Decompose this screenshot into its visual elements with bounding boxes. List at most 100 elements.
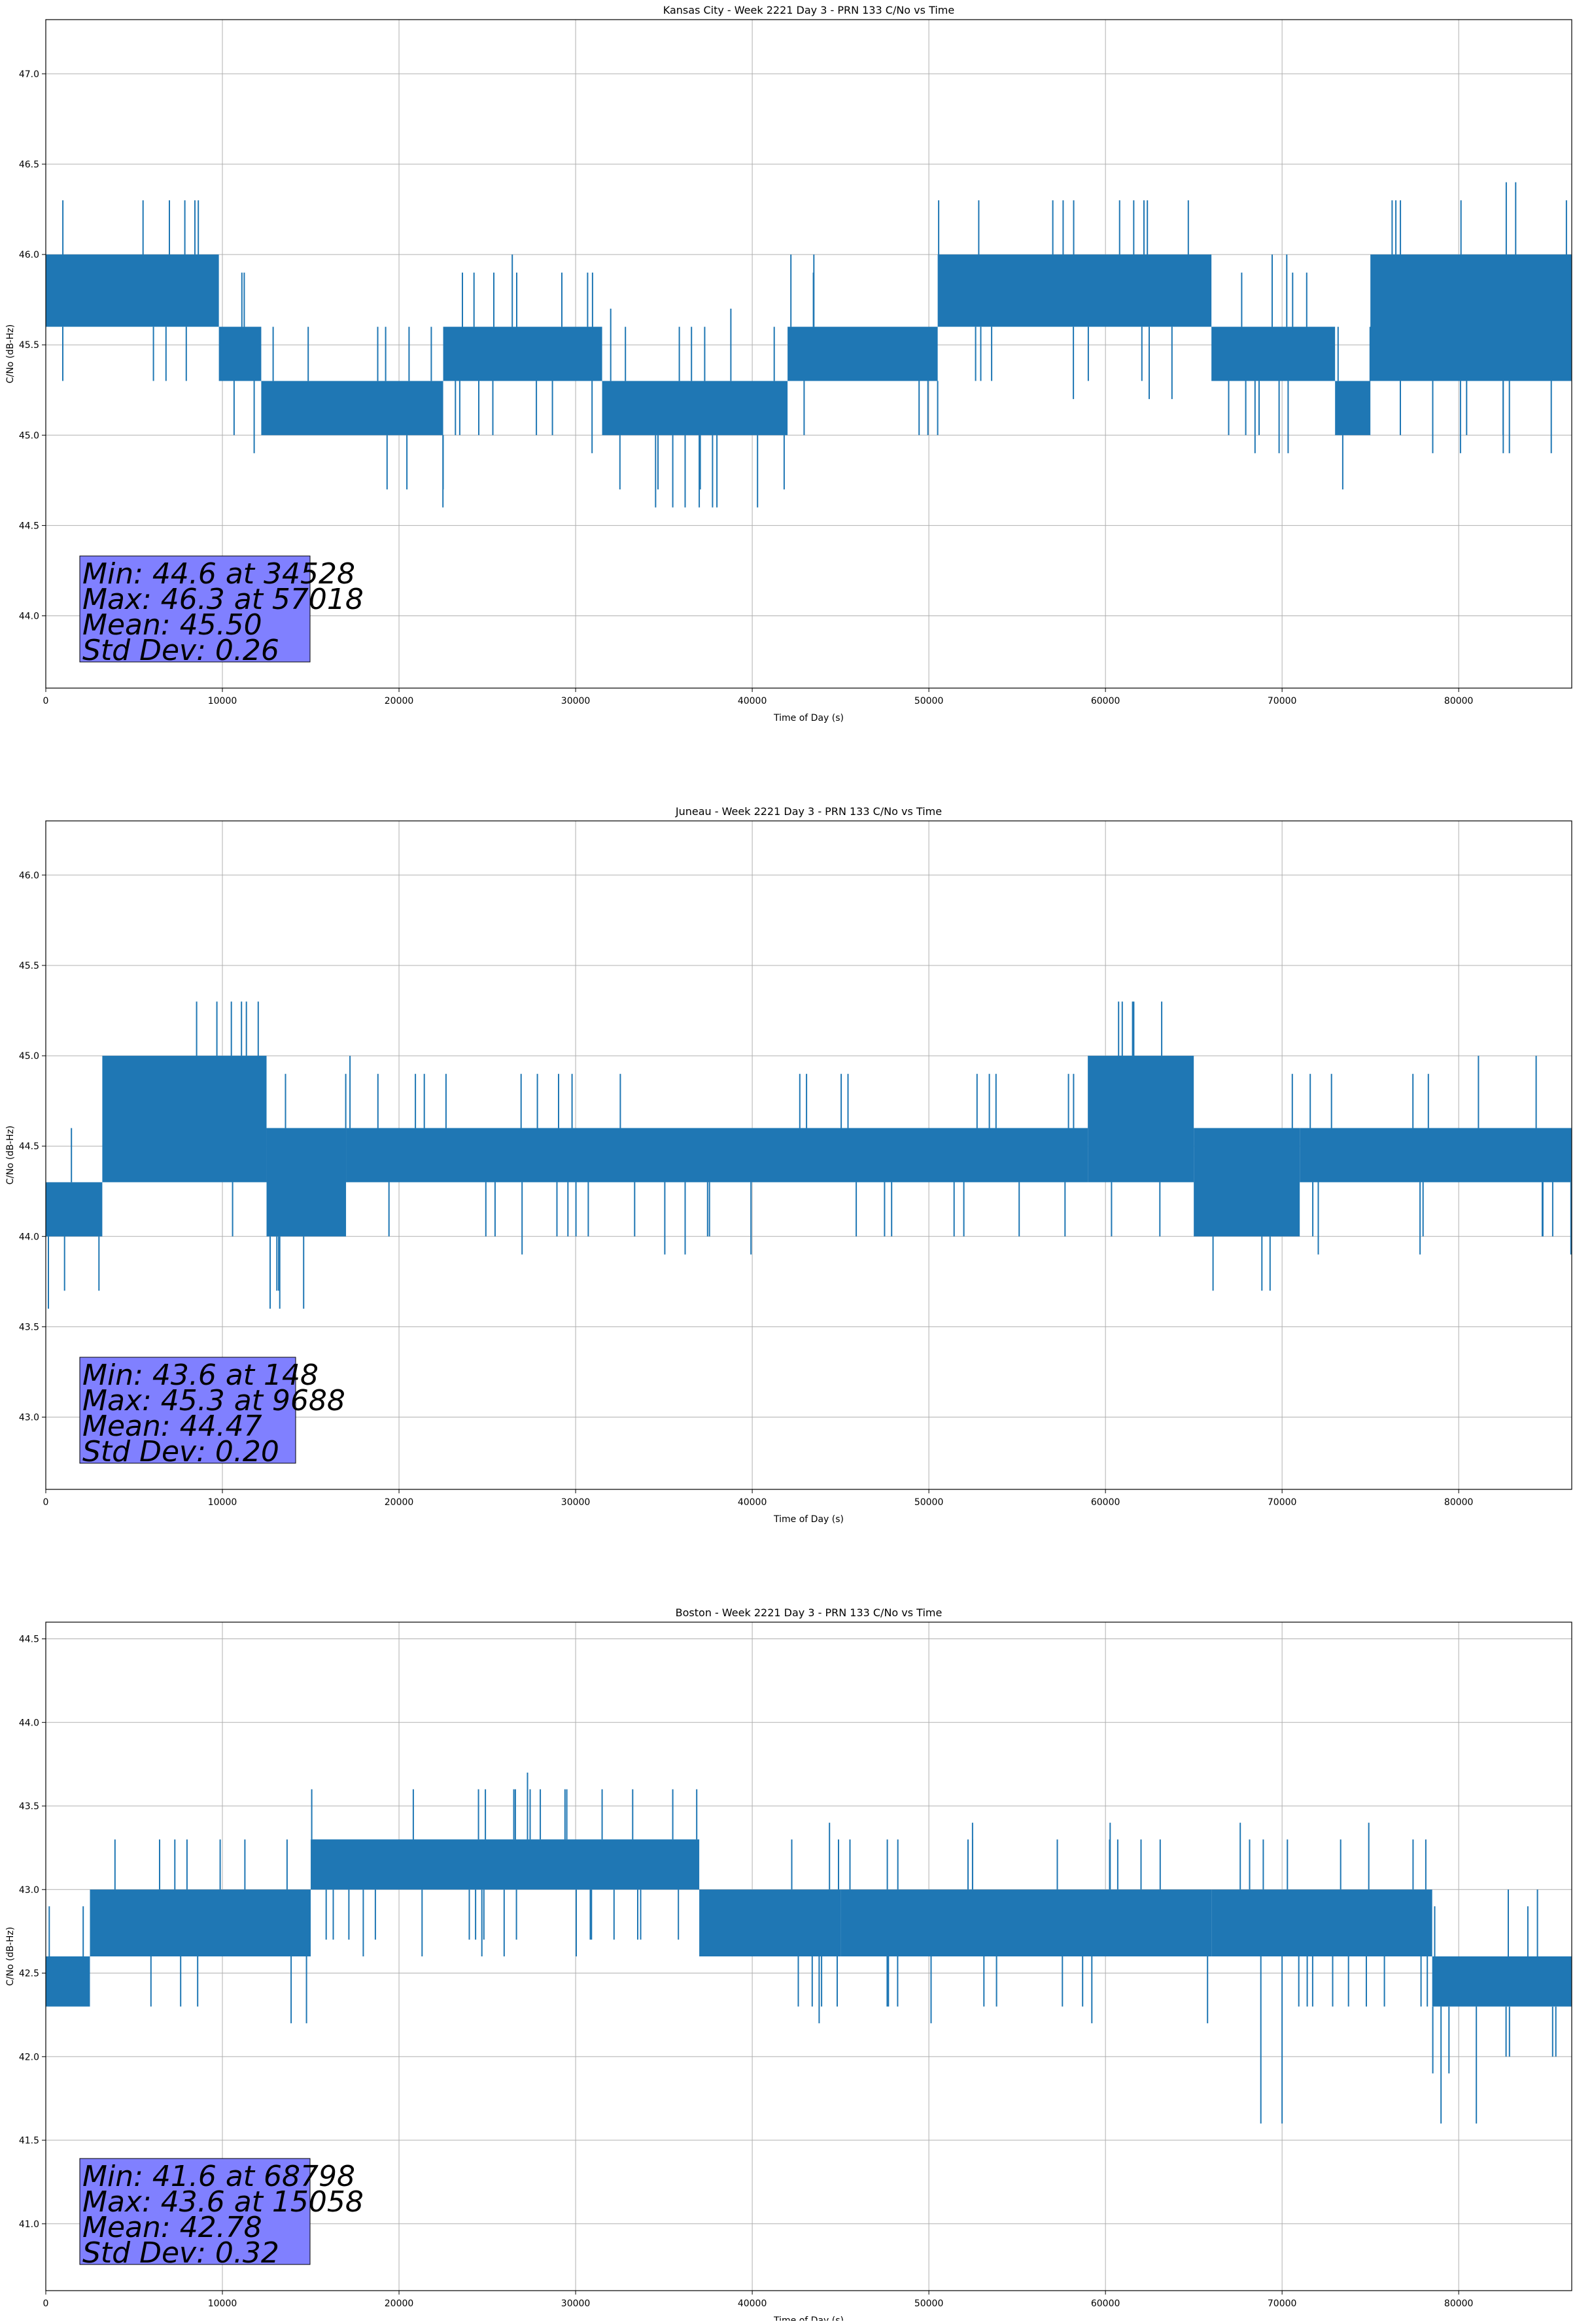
x-tick-label: 80000 xyxy=(1444,696,1474,706)
stats-box xyxy=(79,1357,296,1464)
data-band xyxy=(1335,381,1371,436)
y-tick-label: 46.0 xyxy=(19,250,39,260)
y-tick-label: 45.0 xyxy=(19,430,39,441)
y-tick-label: 44.5 xyxy=(19,521,39,531)
x-axis-label: Time of Day (s) xyxy=(773,2315,844,2321)
data-series xyxy=(46,182,1572,508)
x-tick-label: 60000 xyxy=(1091,2298,1120,2309)
x-tick-label: 20000 xyxy=(385,1497,414,1508)
y-tick-label: 44.0 xyxy=(19,1232,39,1242)
y-tick-label: 44.0 xyxy=(19,1718,39,1728)
stats-mean: Mean: 45.50 xyxy=(82,608,262,642)
data-band xyxy=(46,1182,103,1237)
y-tick-label: 43.0 xyxy=(19,1413,39,1423)
stats-max: Max: 46.3 at 57018 xyxy=(82,583,364,616)
x-tick-label: 80000 xyxy=(1444,1497,1474,1508)
data-band xyxy=(1432,1956,1572,2007)
y-tick-label: 45.0 xyxy=(19,1051,39,1062)
chart-panel-2: Juneau - Week 2221 Day 3 - PRN 133 C/No … xyxy=(5,805,1572,1525)
data-band xyxy=(840,1889,1212,1956)
y-tick-label: 42.0 xyxy=(19,2052,39,2062)
data-band xyxy=(261,381,443,436)
chart-title: Kansas City - Week 2221 Day 3 - PRN 133 … xyxy=(663,4,954,16)
chart-title: Juneau - Week 2221 Day 3 - PRN 133 C/No … xyxy=(675,805,942,818)
x-tick-label: 30000 xyxy=(561,1497,591,1508)
x-tick-label: 20000 xyxy=(385,696,414,706)
data-band xyxy=(266,1128,347,1237)
chart-panel-3: Boston - Week 2221 Day 3 - PRN 133 C/No … xyxy=(5,1606,1572,2324)
data-band xyxy=(602,381,788,436)
y-tick-label: 43.5 xyxy=(19,1801,39,1812)
data-band xyxy=(46,1956,90,2007)
data-band xyxy=(699,1889,841,1956)
x-tick-label: 20000 xyxy=(385,2298,414,2309)
data-band xyxy=(90,1889,311,1956)
stats-std: Std Dev: 0.32 xyxy=(82,2236,279,2270)
stats-max: Max: 43.6 at 15058 xyxy=(82,2185,364,2219)
data-band xyxy=(1300,1128,1572,1183)
y-axis-label: C/No (dB-Hz) xyxy=(5,324,16,383)
x-tick-label: 10000 xyxy=(208,696,237,706)
y-tick-label: 44.0 xyxy=(19,612,39,622)
y-tick-label: 41.5 xyxy=(19,2136,39,2146)
y-tick-label: 41.0 xyxy=(19,2219,39,2230)
x-tick-label: 70000 xyxy=(1268,696,1297,706)
data-band xyxy=(1211,1889,1432,1956)
data-series xyxy=(46,1773,1572,2124)
x-tick-label: 10000 xyxy=(208,1497,237,1508)
plot-frame xyxy=(45,1622,1572,2291)
x-tick-label: 10000 xyxy=(208,2298,237,2309)
x-tick-label: 0 xyxy=(43,1497,49,1508)
x-tick-label: 40000 xyxy=(738,1497,767,1508)
data-band xyxy=(218,326,262,381)
data-band xyxy=(102,1056,267,1183)
x-tick-label: 70000 xyxy=(1268,2298,1297,2309)
chart-title: Boston - Week 2221 Day 3 - PRN 133 C/No … xyxy=(676,1606,943,1619)
y-axis-label: C/No (dB-Hz) xyxy=(5,1126,16,1185)
x-tick-label: 80000 xyxy=(1444,2298,1474,2309)
stats-min: Min: 43.6 at 148 xyxy=(82,1359,319,1392)
stats-box xyxy=(79,555,311,663)
x-tick-label: 50000 xyxy=(914,696,944,706)
y-tick-label: 47.0 xyxy=(19,69,39,80)
data-band xyxy=(937,254,1212,327)
x-tick-label: 40000 xyxy=(738,2298,767,2309)
y-tick-label: 46.5 xyxy=(19,160,39,170)
data-band xyxy=(1370,254,1572,381)
x-axis-label: Time of Day (s) xyxy=(773,713,844,723)
data-band xyxy=(1194,1128,1300,1237)
data-band xyxy=(443,326,602,381)
data-band xyxy=(1088,1056,1194,1183)
x-tick-label: 70000 xyxy=(1268,1497,1297,1508)
stats-mean: Mean: 44.47 xyxy=(82,1410,262,1443)
stats-std: Std Dev: 0.26 xyxy=(82,634,279,667)
x-tick-label: 30000 xyxy=(561,696,591,706)
x-tick-label: 0 xyxy=(43,696,49,706)
stats-min: Min: 41.6 at 68798 xyxy=(82,2160,355,2193)
stats-std: Std Dev: 0.20 xyxy=(82,1435,279,1468)
x-tick-label: 40000 xyxy=(738,696,767,706)
x-tick-label: 0 xyxy=(43,2298,49,2309)
y-axis-label: C/No (dB-Hz) xyxy=(5,1927,16,1986)
data-band xyxy=(788,326,938,381)
stats-mean: Mean: 42.78 xyxy=(82,2211,262,2244)
stats-box xyxy=(79,2158,311,2265)
y-tick-label: 43.5 xyxy=(19,1322,39,1332)
data-band xyxy=(346,1128,1088,1183)
data-band xyxy=(46,254,219,327)
y-tick-label: 45.5 xyxy=(19,961,39,971)
y-tick-label: 44.5 xyxy=(19,1635,39,1645)
x-axis-label: Time of Day (s) xyxy=(773,1514,844,1525)
stats-max: Max: 45.3 at 9688 xyxy=(82,1384,345,1417)
y-tick-label: 43.0 xyxy=(19,1885,39,1896)
y-tick-label: 42.5 xyxy=(19,1969,39,1979)
x-tick-label: 30000 xyxy=(561,2298,591,2309)
x-tick-label: 60000 xyxy=(1091,1497,1120,1508)
x-tick-label: 60000 xyxy=(1091,696,1120,706)
y-tick-label: 45.5 xyxy=(19,340,39,351)
